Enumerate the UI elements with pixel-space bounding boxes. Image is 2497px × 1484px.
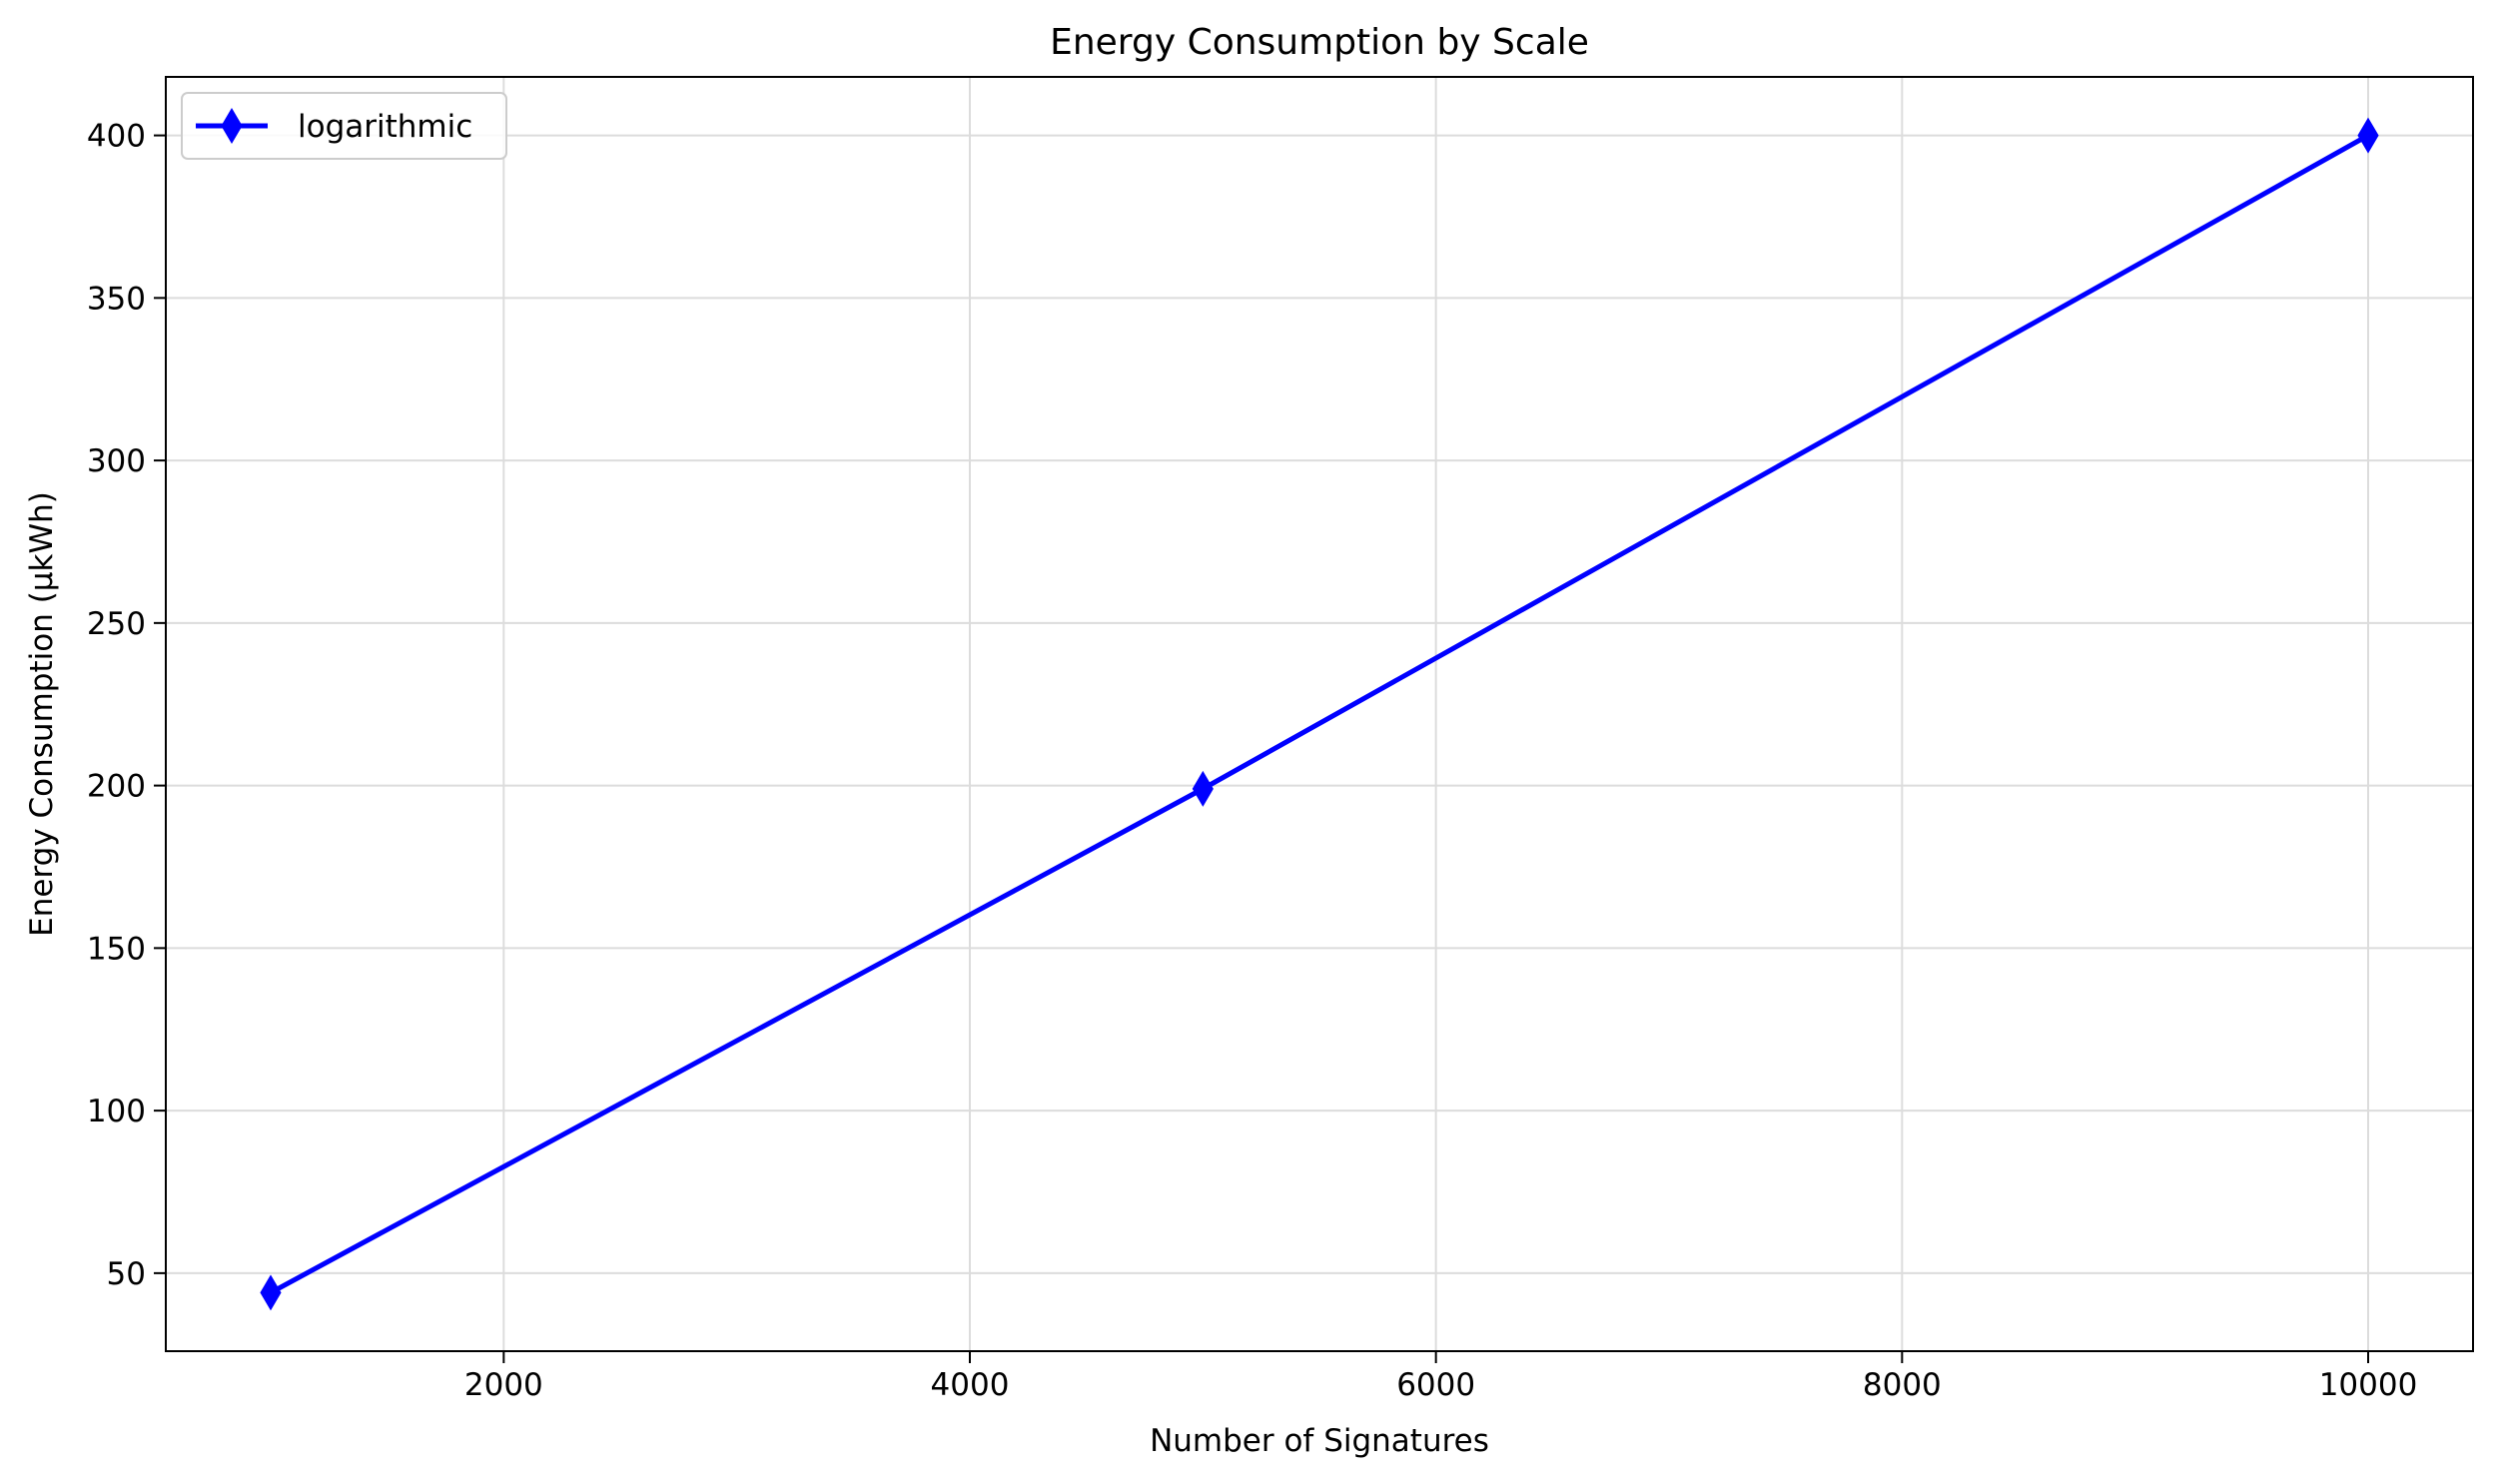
legend-label: logarithmic — [298, 109, 472, 145]
data-point-marker — [1192, 770, 1214, 807]
x-tick-label: 8000 — [1863, 1367, 1942, 1403]
x-tick-label: 6000 — [1396, 1367, 1475, 1403]
x-tick-label: 10000 — [2319, 1367, 2418, 1403]
y-tick-label: 200 — [87, 769, 146, 805]
series-layer — [260, 117, 2379, 1311]
y-axis-label: Energy Consumption (µkWh) — [24, 491, 60, 937]
data-point-marker — [2357, 117, 2379, 154]
ticks: 2000 4000 6000 8000 10000 50 100 150 200 250 300 35… — [87, 119, 2417, 1403]
y-tick-label: 400 — [87, 119, 146, 155]
legend-box — [181, 92, 507, 160]
x-axis-label: Number of Signatures — [1150, 1423, 1489, 1459]
chart-title: Energy Consumption by Scale — [1050, 22, 1589, 63]
y-tick-label: 300 — [87, 443, 146, 479]
legend-marker-swatch — [221, 108, 243, 144]
x-tick-label: 4000 — [931, 1367, 1010, 1403]
data-point-marker — [260, 1274, 282, 1311]
legend: logarithmic — [181, 92, 507, 160]
plot-frame — [165, 76, 2474, 1352]
x-tick-label: 2000 — [464, 1367, 543, 1403]
y-tick-label: 250 — [87, 606, 146, 642]
y-tick-label: 100 — [87, 1094, 146, 1129]
y-tick-label: 350 — [87, 281, 146, 317]
y-tick-label: 50 — [107, 1256, 146, 1292]
series-line — [269, 133, 2370, 1295]
y-tick-label: 150 — [87, 931, 146, 967]
grid — [166, 77, 2473, 1351]
